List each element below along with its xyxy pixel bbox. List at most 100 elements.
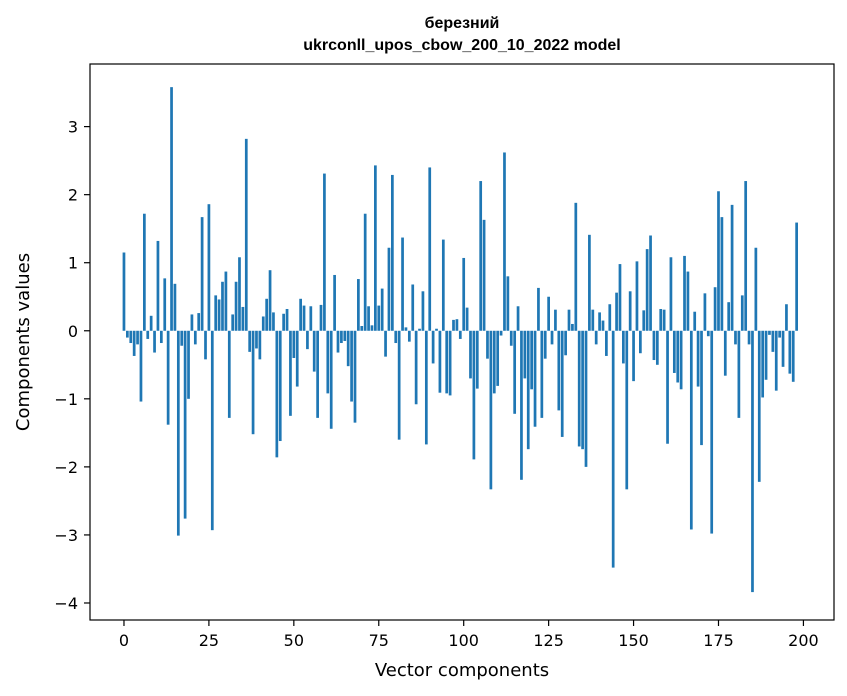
bar-16 — [176, 330, 180, 536]
bar-29 — [221, 281, 224, 331]
bar-132 — [571, 323, 574, 331]
y-axis-ticks: −4 −3 −2 −1 0 1 2 3 — [54, 118, 90, 613]
bar-119 — [526, 330, 530, 450]
bar-101 — [465, 307, 469, 331]
plot-frame — [89, 63, 835, 621]
bar-135 — [581, 330, 584, 450]
bar-77 — [384, 330, 387, 357]
bar-46 — [278, 330, 282, 442]
bar-1 — [126, 330, 129, 338]
bar-102 — [469, 330, 472, 379]
bar-66 — [346, 330, 350, 367]
bar-189 — [764, 330, 768, 380]
bar-41 — [261, 316, 265, 331]
bar-0 — [122, 252, 126, 331]
bar-34 — [238, 257, 241, 331]
bar-74 — [374, 165, 377, 331]
bar-198 — [795, 222, 798, 331]
bar-12 — [163, 278, 167, 331]
bar-86 — [414, 330, 418, 405]
bar-91 — [431, 330, 435, 364]
bar-197 — [791, 330, 795, 382]
bars-group — [122, 87, 798, 593]
bar-166 — [686, 271, 690, 331]
y-tick-label: 3 — [68, 118, 78, 137]
bar-48 — [285, 308, 289, 331]
bar-80 — [394, 330, 398, 344]
bar-146 — [618, 264, 622, 331]
x-tick-label: 50 — [284, 631, 304, 650]
bar-143 — [608, 304, 612, 331]
bar-111 — [499, 330, 503, 336]
bar-9 — [153, 330, 156, 353]
bar-19 — [187, 330, 190, 399]
bar-154 — [645, 249, 649, 331]
y-tick-label: 2 — [68, 186, 78, 205]
bar-137 — [588, 234, 591, 331]
bar-140 — [598, 312, 601, 331]
bar-109 — [492, 330, 496, 394]
bar-67 — [350, 330, 353, 402]
bar-165 — [683, 255, 686, 331]
bar-191 — [771, 330, 775, 352]
bar-147 — [622, 330, 625, 364]
bar-171 — [703, 293, 707, 331]
bar-65 — [343, 330, 347, 341]
bar-37 — [248, 330, 252, 352]
bar-83 — [404, 327, 408, 331]
bar-94 — [441, 239, 445, 331]
bar-78 — [387, 247, 391, 331]
bar-43 — [268, 270, 272, 331]
bar-72 — [367, 306, 370, 331]
bar-186 — [754, 247, 758, 331]
bar-192 — [774, 330, 778, 391]
bar-168 — [693, 311, 697, 331]
bar-18 — [183, 330, 187, 519]
bar-35 — [241, 306, 245, 331]
bar-31 — [227, 330, 231, 418]
y-tick-label: −1 — [54, 390, 78, 409]
bar-85 — [411, 284, 415, 331]
bar-84 — [407, 330, 411, 342]
bar-153 — [642, 310, 646, 331]
bar-126 — [550, 330, 554, 345]
bar-79 — [391, 174, 394, 331]
bar-68 — [353, 330, 357, 423]
bar-21 — [193, 330, 197, 345]
bar-157 — [655, 330, 659, 365]
bar-145 — [615, 292, 618, 331]
bar-196 — [788, 330, 792, 374]
bar-25 — [207, 204, 211, 331]
chart-title-line-1: березний — [425, 15, 500, 32]
bar-160 — [666, 330, 669, 444]
bar-172 — [706, 330, 710, 337]
bar-30 — [224, 271, 228, 331]
x-axis-label: Vector components — [375, 660, 549, 681]
y-axis-label: Components values — [13, 253, 34, 431]
bar-116 — [516, 306, 520, 331]
bar-64 — [340, 330, 343, 344]
chart-title-line-2: ukrconll_upos_cbow_200_10_2022 model — [303, 37, 620, 54]
bar-26 — [210, 330, 214, 531]
bar-82 — [401, 237, 404, 331]
bar-28 — [217, 299, 221, 331]
bar-118 — [523, 330, 527, 379]
bar-122 — [537, 287, 540, 331]
bar-113 — [506, 276, 510, 331]
bar-52 — [299, 298, 302, 331]
bar-163 — [676, 330, 680, 383]
bar-54 — [306, 330, 309, 350]
y-tick-label: −3 — [54, 526, 78, 545]
bar-24 — [204, 330, 207, 360]
y-tick-label: 1 — [68, 254, 78, 273]
bar-50 — [292, 330, 296, 358]
bar-181 — [737, 330, 741, 418]
bar-6 — [143, 213, 146, 331]
bar-89 — [424, 330, 428, 445]
bar-155 — [649, 235, 652, 331]
bar-142 — [605, 330, 608, 356]
bar-71 — [363, 213, 367, 331]
bar-17 — [180, 330, 184, 346]
bar-45 — [275, 330, 279, 458]
bar-3 — [132, 330, 136, 356]
